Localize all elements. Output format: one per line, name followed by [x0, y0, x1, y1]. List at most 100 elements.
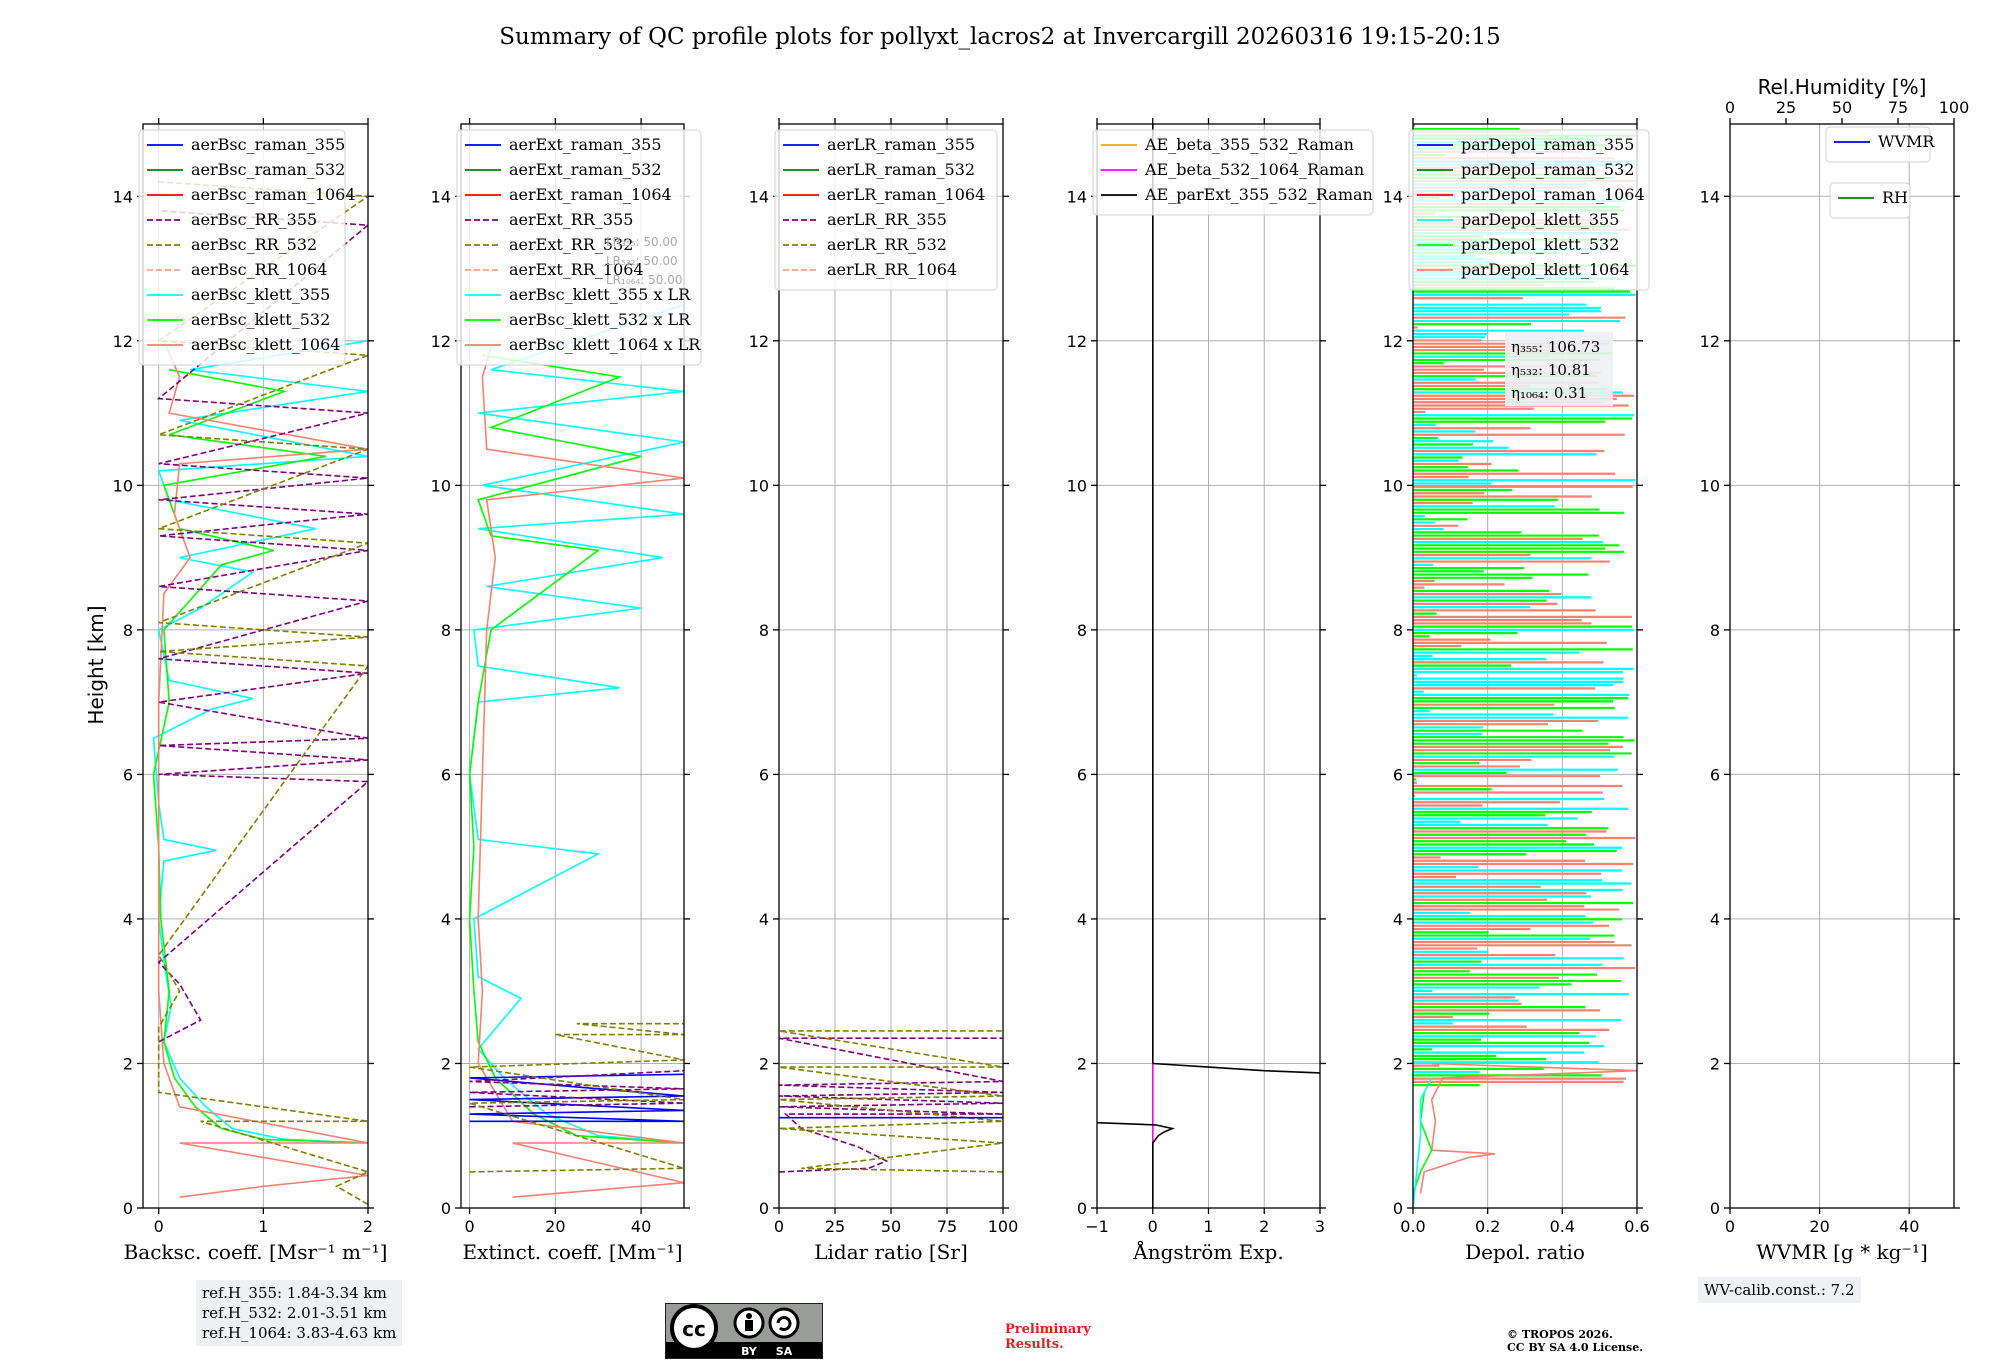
- xtick-label: 2: [363, 1217, 373, 1236]
- ytick-label: 6: [1077, 765, 1087, 784]
- eta-label: η₅₃₂: 10.81: [1511, 361, 1591, 379]
- ref-height-355: ref.H_355: 1.84-3.34 km: [202, 1284, 387, 1302]
- legend-lr: aerLR_raman_355 aerLR_raman_532 aerLR_rama…: [774, 129, 998, 291]
- ytick-label: 14: [1383, 187, 1403, 206]
- ytick-label: 14: [113, 187, 133, 206]
- cc-text: cc: [682, 1317, 706, 1341]
- x-axis-label: WVMR [g * kg⁻¹]: [1756, 1240, 1928, 1264]
- series-group: [1097, 124, 1320, 1208]
- xtick-label: 3: [1315, 1217, 1325, 1236]
- ytick-label: 8: [441, 621, 451, 640]
- xtick-label: 1: [258, 1217, 268, 1236]
- legend-label: aerBsc_raman_355: [191, 135, 345, 154]
- series-aerBsc_klett_355 x LR: [468, 303, 684, 1144]
- xtick-label: 20: [1809, 1217, 1829, 1236]
- figure-title: Summary of QC profile plots for pollyxt_…: [499, 24, 1501, 50]
- legend-label: parDepol_klett_355: [1461, 210, 1619, 229]
- series-AE_parExt_355_532_Raman: [1097, 1121, 1175, 1208]
- panel-lr: 0 2 4 6 8 10 12 14 0 25 50 75 100 Lidar ratio [Sr] aer…: [749, 118, 1019, 1264]
- legend-label: parDepol_raman_1064: [1461, 185, 1645, 204]
- legend-label: parDepol_klett_1064: [1461, 260, 1630, 279]
- legend-depol: parDepol_raman_355 parDepol_raman_532 parD…: [1408, 129, 1650, 291]
- x-axis-label: Depol. ratio: [1465, 1240, 1585, 1264]
- ytick-label: 0: [441, 1199, 451, 1218]
- legend-label: aerLR_raman_532: [827, 160, 975, 179]
- legend-label: WVMR: [1878, 132, 1935, 151]
- xtick-label: 0: [1148, 1217, 1158, 1236]
- ytick-label: 14: [1700, 187, 1720, 206]
- panel-wv: 0 2 4 6 8 10 12 14 0 20 40 0 25 50 75 100 Rel.Humidity […: [1700, 75, 1970, 1264]
- legend-ae: AE_beta_355_532_Raman AE_beta_532_1064_Ra…: [1092, 129, 1374, 216]
- ref-height-1064: ref.H_1064: 3.83-4.63 km: [202, 1324, 397, 1342]
- xtick-label: 0.6: [1624, 1217, 1649, 1236]
- legend-lr-frame: [774, 129, 998, 291]
- axes-frame: [460, 123, 685, 1209]
- eta-box: η₃₅₅: 106.73 η₅₃₂: 10.81 η₁₀₆₄: 0.31: [1505, 332, 1613, 406]
- legend-label: aerBsc_klett_1064 x LR: [509, 335, 701, 354]
- legend-label: aerBsc_klett_532 x LR: [509, 310, 691, 329]
- series-group: [152, 181, 368, 1206]
- series-aerLR_RR_355: [779, 1037, 1003, 1173]
- top-xtick-label: 50: [1832, 98, 1852, 117]
- xtick-label: 1: [1203, 1217, 1213, 1236]
- series-aerBsc_klett_532: [152, 368, 368, 1144]
- ytick-label: 0: [123, 1199, 133, 1218]
- legend-ext-frame: [456, 129, 702, 366]
- ytick-label: 2: [1710, 1054, 1720, 1073]
- x-axis-label: Backsc. coeff. [Msr⁻¹ m⁻¹]: [124, 1240, 388, 1264]
- legend-label: AE_parExt_355_532_Raman: [1144, 185, 1373, 204]
- ytick-label: 10: [1700, 476, 1720, 495]
- legend-label: RH: [1882, 188, 1908, 207]
- sa-icon: [768, 1307, 800, 1339]
- ytick-label: 8: [123, 621, 133, 640]
- legend-label: aerBsc_RR_355: [191, 210, 317, 229]
- legend-rh-frame: [1829, 182, 1911, 219]
- xtick-label: 0.0: [1400, 1217, 1425, 1236]
- ytick-label: 6: [1710, 765, 1720, 784]
- ytick-label: 6: [759, 765, 769, 784]
- y-axis-label: Height [km]: [84, 605, 108, 724]
- legend-label: AE_beta_532_1064_Raman: [1144, 160, 1364, 179]
- series-aerExt_RR_532: [469, 1022, 684, 1173]
- series-parDepol_klett_355: [1413, 1077, 1433, 1208]
- xtick-label: 100: [988, 1217, 1019, 1236]
- preliminary-line-1: Preliminary: [1005, 1322, 1091, 1337]
- x-axis-label: Ångström Exp.: [1132, 1239, 1283, 1264]
- ytick-label: 8: [1077, 621, 1087, 640]
- legend-label: aerExt_RR_355: [509, 210, 633, 229]
- legend-label: aerBsc_klett_1064: [191, 335, 340, 354]
- ytick-label: 12: [113, 332, 133, 351]
- legend-label: aerLR_raman_1064: [827, 185, 985, 204]
- ytick-label: 4: [1077, 910, 1087, 929]
- xtick-label: 0: [1725, 1217, 1735, 1236]
- axes-frame: [1412, 123, 1638, 1209]
- ytick-label: 10: [1067, 476, 1087, 495]
- legend-label: aerLR_RR_1064: [827, 260, 957, 279]
- legend-wvmr: WVMR: [1825, 126, 1935, 163]
- ytick-label: 4: [441, 910, 451, 929]
- series-parDepol_klett_1064: [1419, 1062, 1637, 1194]
- xtick-label: 40: [631, 1217, 651, 1236]
- copyright-note: © TROPOS 2026. CC BY SA 4.0 License.: [1507, 1328, 1643, 1354]
- xtick-label: 0: [154, 1217, 164, 1236]
- ytick-label: 0: [1393, 1199, 1403, 1218]
- xtick-label: −1: [1085, 1217, 1109, 1236]
- lidar-ratio-label: LR₅₃₂: 50.00: [606, 254, 678, 268]
- xtick-label: 20: [545, 1217, 565, 1236]
- ytick-label: 4: [123, 910, 133, 929]
- legend-label: aerBsc_raman_1064: [191, 185, 356, 204]
- eta-label: η₁₀₆₄: 0.31: [1511, 384, 1587, 402]
- series-aerBsc_RR_355: [156, 209, 368, 1043]
- series-aerBsc_RR_532: [156, 181, 368, 1206]
- ytick-label: 12: [1383, 332, 1403, 351]
- ytick-label: 0: [759, 1199, 769, 1218]
- ytick-label: 12: [1700, 332, 1720, 351]
- legend-ext: aerExt_raman_355 aerExt_raman_532 aerExt_r…: [456, 129, 702, 366]
- xtick-label: 2: [1259, 1217, 1269, 1236]
- legend-label: parDepol_raman_355: [1461, 135, 1634, 154]
- legend-label: aerLR_RR_355: [827, 210, 947, 229]
- ytick-label: 4: [759, 910, 769, 929]
- x-axis-label: Lidar ratio [Sr]: [814, 1240, 968, 1264]
- sa-text: SA: [776, 1345, 793, 1358]
